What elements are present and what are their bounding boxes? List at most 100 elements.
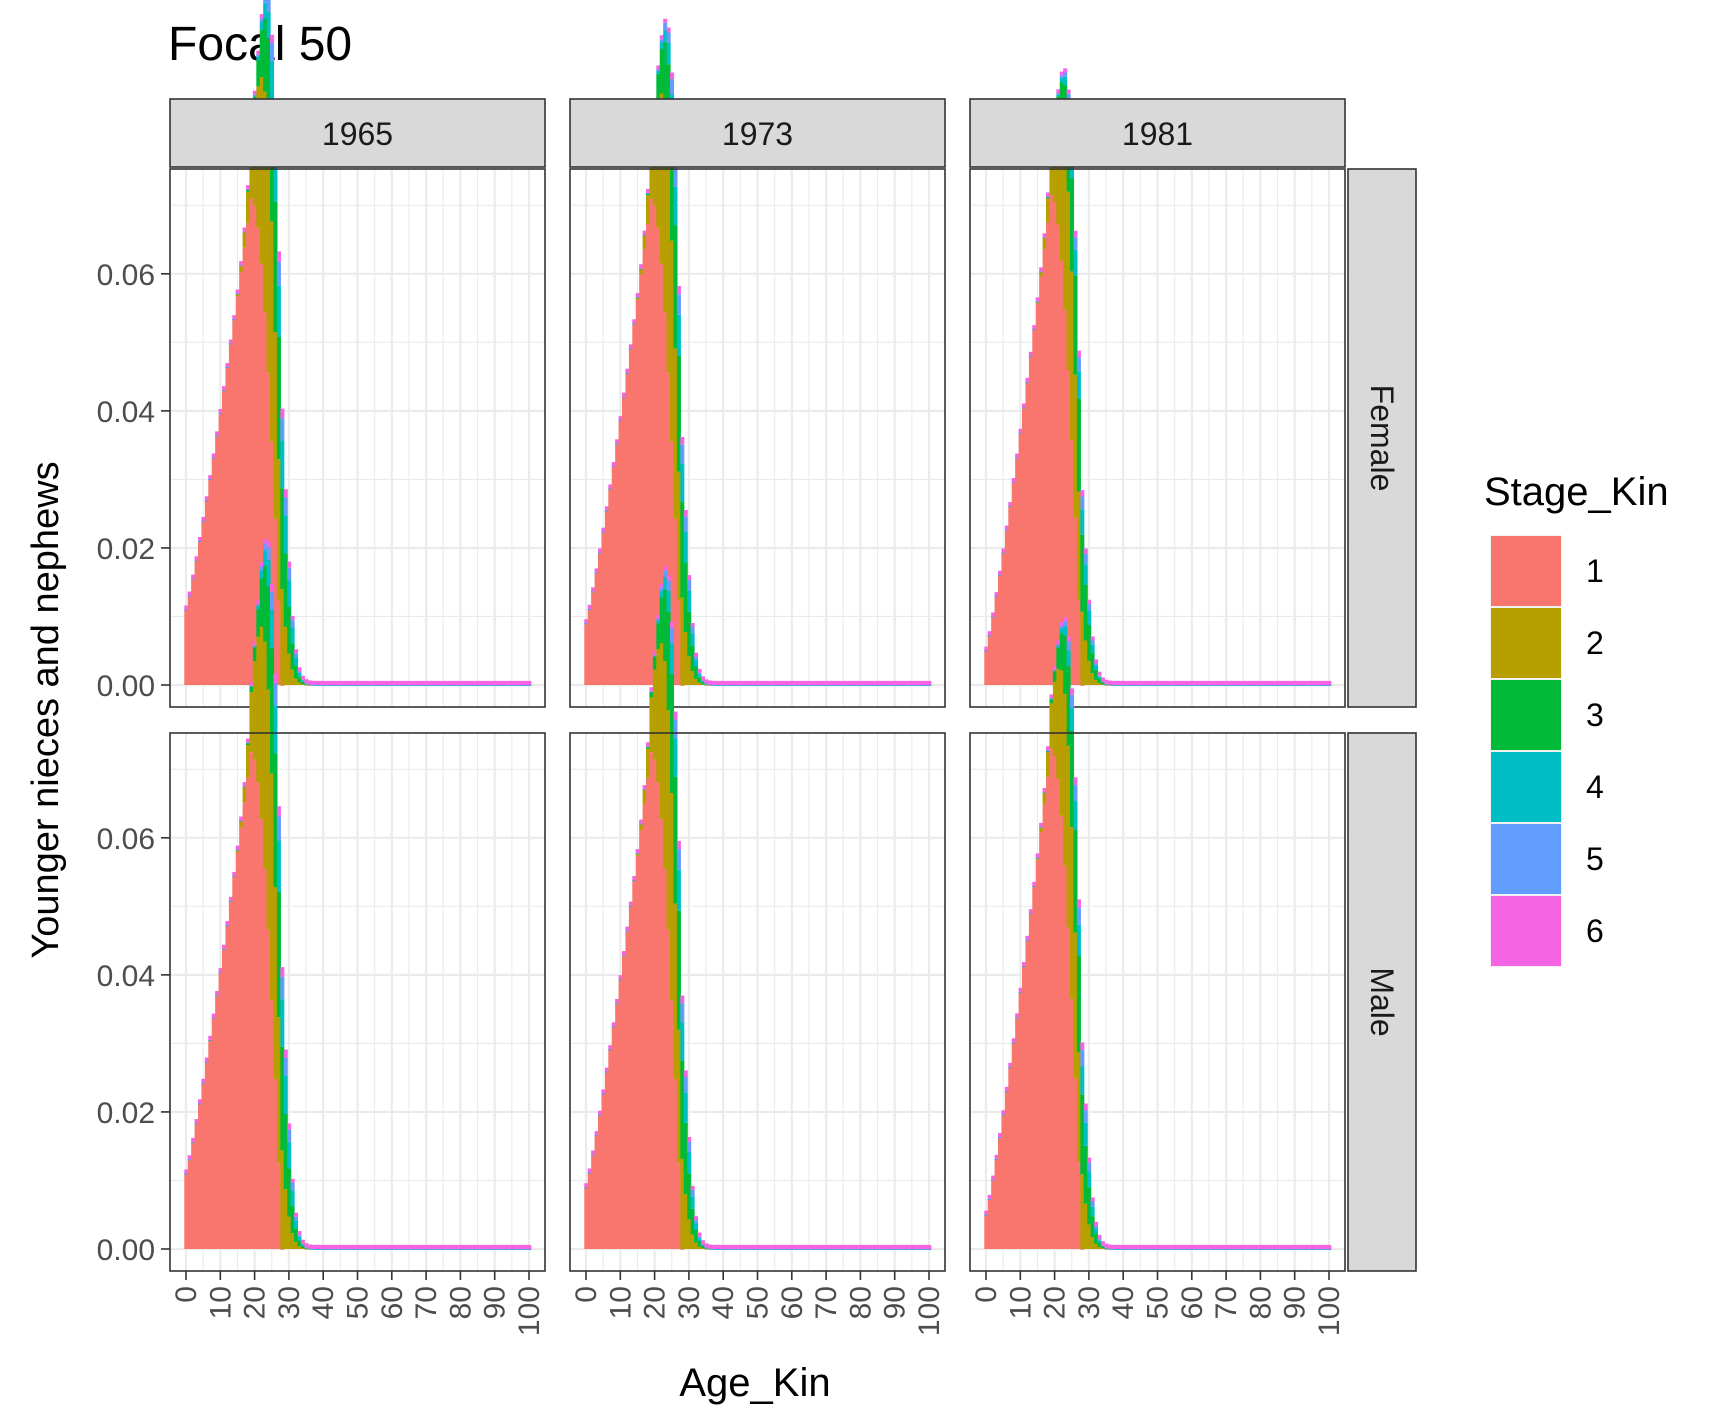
bar-age-38-stage-5 — [1114, 1248, 1119, 1250]
bar-age-97-stage-5 — [916, 685, 922, 686]
bar-age-27-stage-1 — [276, 600, 281, 685]
bar-age-23-stage-6 — [1063, 617, 1068, 622]
bar-age-21-stage-6 — [1056, 640, 1061, 645]
bar-age-23-stage-4 — [1063, 626, 1068, 637]
bar-age-62-stage-6 — [396, 680, 401, 685]
legend-item-3: 3 — [1490, 679, 1604, 751]
bar-age-82-stage-6 — [465, 1244, 470, 1249]
bar-age-23-stage-1 — [263, 868, 268, 1249]
bar-age-12-stage-1 — [225, 367, 230, 685]
bar-age-25-stage-1 — [670, 1000, 675, 1249]
bar-age-100-stage-6 — [927, 680, 932, 685]
bar-age-93-stage-6 — [1303, 1244, 1308, 1249]
bar-age-8-stage-6 — [611, 1022, 616, 1027]
bar-age-28-stage-4 — [280, 440, 285, 489]
bar-age-56-stage-5 — [1176, 685, 1181, 686]
legend-entry-label: 4 — [1586, 769, 1604, 805]
bar-age-50-stage-6 — [1155, 1244, 1160, 1249]
bar-age-20-stage-3 — [652, 656, 657, 670]
bar-age-94-stage-6 — [1306, 680, 1311, 685]
bar-age-1-stage-6 — [187, 1155, 192, 1160]
bar-age-96-stage-6 — [513, 680, 518, 685]
bar-age-89-stage-5 — [489, 685, 494, 686]
bar-age-58-stage-5 — [383, 685, 388, 686]
bar-age-94-stage-5 — [506, 1249, 511, 1250]
bar-age-26-stage-6 — [673, 711, 678, 720]
bar-age-32-stage-2 — [694, 678, 699, 685]
bar-age-0-stage-5 — [584, 623, 589, 625]
bar-age-89-stage-6 — [489, 680, 494, 685]
bar-age-41-stage-5 — [724, 684, 729, 686]
bar-age-38-stage-6 — [714, 680, 719, 685]
bar-age-65-stage-5 — [1207, 1249, 1212, 1250]
bar-age-90-stage-6 — [1292, 1244, 1298, 1249]
x-tick-label: 80 — [1244, 1286, 1277, 1319]
bar-age-32-stage-4 — [294, 1220, 299, 1229]
bar-age-72-stage-5 — [831, 1249, 836, 1250]
bar-age-10-stage-1 — [218, 972, 223, 1249]
bar-age-5-stage-6 — [1001, 1110, 1006, 1115]
bar-age-6-stage-5 — [204, 1061, 209, 1063]
bar-age-21-stage-2 — [1056, 668, 1061, 779]
bar-age-78-stage-6 — [451, 680, 456, 685]
bar-age-89-stage-6 — [489, 1244, 494, 1249]
bar-age-22-stage-4 — [659, 590, 664, 598]
bar-age-84-stage-5 — [1272, 1249, 1277, 1250]
bar-age-86-stage-5 — [879, 1249, 884, 1250]
x-tick-label: 60 — [376, 1286, 409, 1319]
bar-age-6-stage-6 — [204, 496, 209, 501]
bar-age-29-stage-3 — [283, 1113, 288, 1190]
bar-age-46-stage-5 — [342, 685, 347, 686]
bar-age-33-stage-3 — [697, 677, 702, 683]
bar-age-20-stage-2 — [652, 669, 657, 760]
bar-age-13-stage-1 — [628, 906, 633, 1249]
bar-age-10-stage-6 — [218, 968, 223, 973]
bar-age-78-stage-5 — [451, 685, 456, 686]
bar-age-97-stage-5 — [916, 1249, 922, 1250]
bar-age-29-stage-4 — [1083, 564, 1088, 585]
bar-age-45-stage-6 — [1138, 1244, 1143, 1249]
bar-age-71-stage-5 — [827, 685, 832, 686]
x-tick-label: 10 — [204, 1286, 237, 1319]
bar-age-51-stage-6 — [759, 680, 764, 685]
bar-age-97-stage-6 — [916, 1244, 922, 1249]
bar-age-22-stage-1 — [1059, 260, 1064, 685]
bar-age-24-stage-2 — [666, 159, 671, 373]
bar-age-11-stage-6 — [622, 392, 627, 397]
bar-age-91-stage-5 — [896, 685, 901, 686]
bar-age-3-stage-5 — [194, 560, 199, 562]
bar-age-30-stage-2 — [287, 653, 292, 685]
bar-age-50-stage-5 — [755, 1249, 760, 1250]
bar-age-62-stage-5 — [396, 1249, 401, 1250]
bar-age-32-stage-5 — [694, 656, 699, 661]
bar-age-72-stage-6 — [1231, 1244, 1236, 1249]
bar-age-98-stage-5 — [1320, 685, 1325, 686]
bar-age-31-stage-5 — [290, 1183, 295, 1191]
bar-age-14-stage-6 — [632, 876, 637, 881]
bar-age-87-stage-5 — [882, 685, 887, 686]
bar-age-51-stage-5 — [359, 685, 364, 686]
bar-age-67-stage-5 — [414, 685, 419, 686]
bar-age-57-stage-6 — [779, 680, 784, 685]
bar-age-6-stage-1 — [1004, 529, 1009, 685]
bar-age-33-stage-6 — [1097, 1235, 1102, 1240]
bar-age-24-stage-6 — [1066, 89, 1071, 94]
bar-age-55-stage-5 — [372, 685, 377, 686]
legend-entry-label: 5 — [1586, 841, 1604, 877]
bar-age-4-stage-1 — [598, 1114, 603, 1249]
bar-age-30-stage-3 — [1087, 1187, 1092, 1225]
bar-age-65-stage-5 — [807, 1249, 812, 1250]
bar-age-36-stage-6 — [1107, 680, 1112, 685]
bar-age-22-stage-5 — [1059, 625, 1064, 629]
bar-age-58-stage-6 — [783, 1244, 788, 1249]
bar-age-13-stage-6 — [628, 901, 633, 906]
bar-age-23-stage-6 — [663, 18, 668, 23]
bar-age-9-stage-6 — [215, 991, 220, 996]
bar-age-18-stage-2 — [246, 191, 251, 224]
bar-age-25-stage-1 — [270, 1000, 275, 1249]
bar-age-21-stage-4 — [1056, 94, 1061, 97]
bar-age-40-stage-5 — [1121, 684, 1126, 686]
bar-age-31-stage-6 — [690, 622, 695, 628]
bar-age-26-stage-2 — [273, 886, 278, 1080]
